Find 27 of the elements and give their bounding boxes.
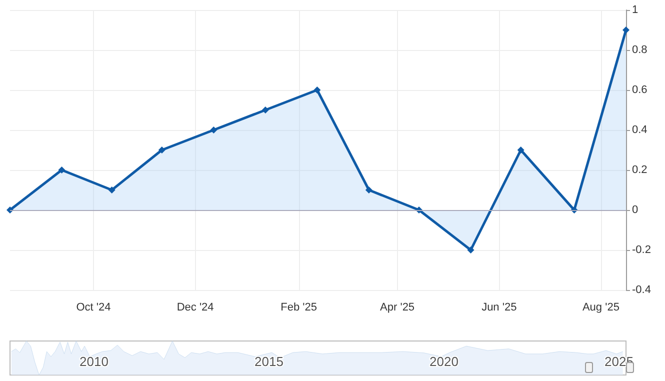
x-tick-label: 2020: [430, 354, 458, 369]
y-tick-label: 0.6: [632, 84, 648, 96]
y-tick-label: 0.2: [632, 164, 648, 176]
point: [262, 106, 269, 114]
x-tick-label: Apr '25: [380, 302, 415, 314]
point: [158, 146, 166, 154]
point: [622, 26, 630, 34]
y-tick-label: 0: [632, 204, 638, 216]
y-tick-label: -0.4: [632, 284, 651, 296]
point: [314, 86, 321, 94]
x-tick-label: Aug '25: [582, 302, 620, 314]
y-tick-label: 0.4: [632, 124, 648, 136]
x-tick-label: Dec '24: [176, 302, 214, 314]
y-tick-label: 0.8: [632, 44, 648, 56]
y-tick-label: -0.2: [632, 244, 651, 256]
x-tick-label: 2010: [80, 354, 108, 369]
point: [365, 186, 372, 194]
point: [517, 146, 524, 154]
point: [467, 246, 474, 254]
x-tick-label: 2015: [254, 354, 284, 369]
y-tick-label: 1: [632, 4, 638, 16]
x-tick-label: Feb '25: [280, 302, 317, 314]
point: [58, 166, 66, 174]
point: [108, 186, 116, 194]
x-tick-label: Oct '24: [76, 302, 111, 314]
point: [210, 126, 218, 134]
x-tick-label: Jun '25: [482, 302, 517, 314]
